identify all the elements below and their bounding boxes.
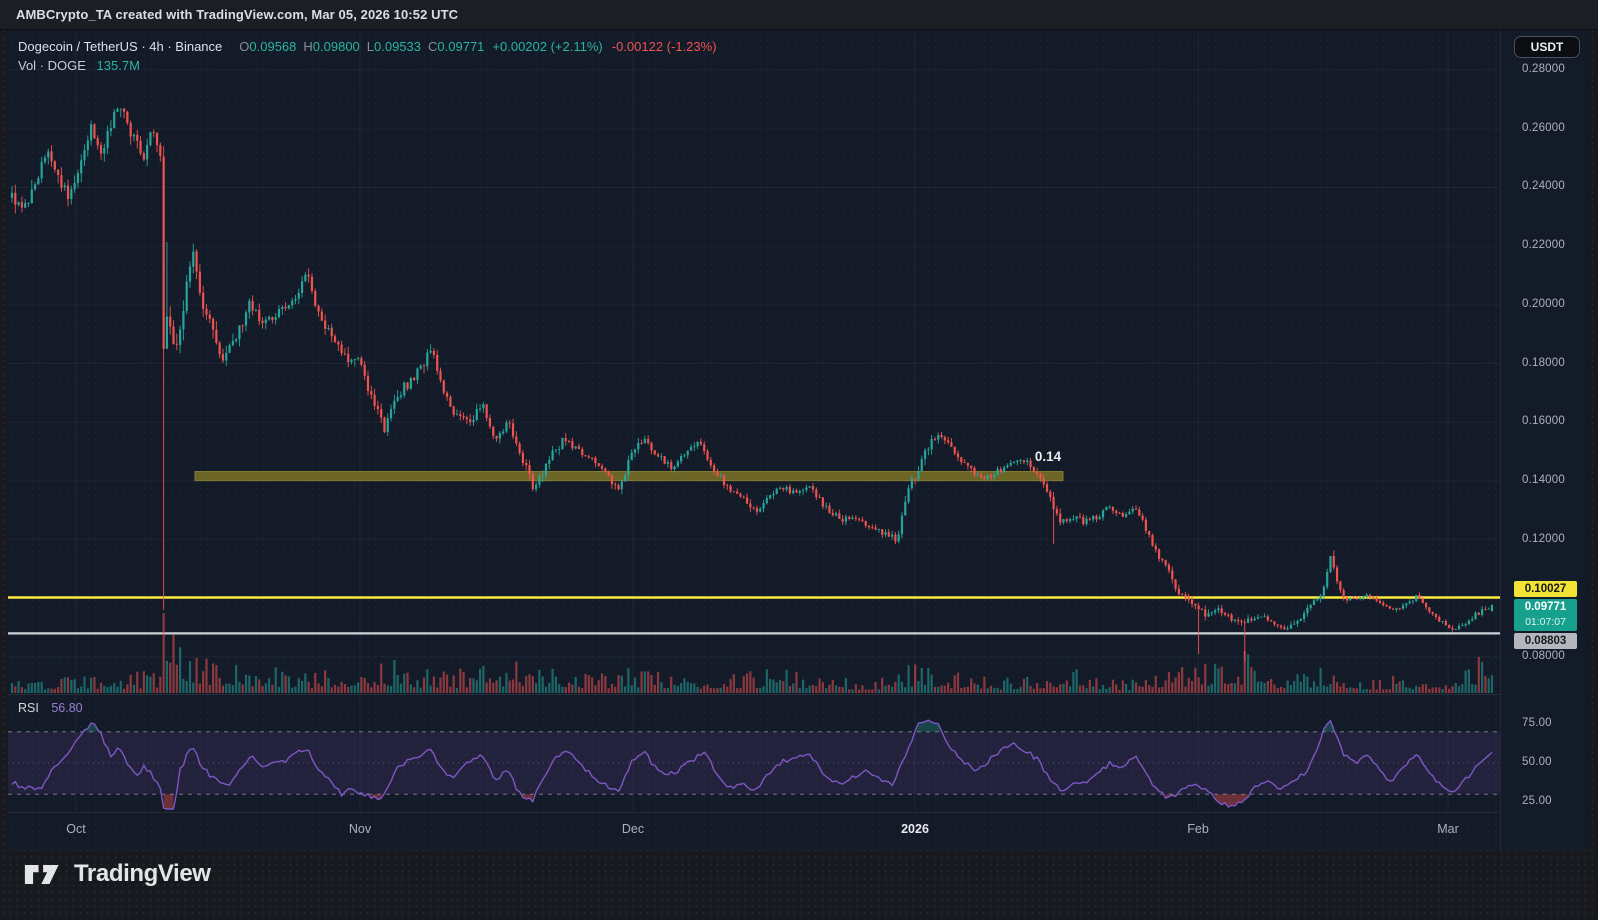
- ohlc-letter: H: [303, 39, 313, 54]
- chart-canvas[interactable]: 0.14: [8, 30, 1500, 850]
- price-tick-label: 0.22000: [1522, 239, 1565, 251]
- tradingview-logo-text: TradingView: [74, 860, 211, 887]
- chart-panel: 0.14 Dogecoin / TetherUS · 4h · Binance O…: [8, 30, 1587, 851]
- time-label-Feb: Feb: [1187, 822, 1209, 836]
- time-label-Nov: Nov: [348, 822, 372, 836]
- price-axis[interactable]: USDT 0.10027 0.09771 01:07:07 0.08803 0.…: [1500, 30, 1587, 850]
- price-tick-label: 0.14000: [1522, 474, 1565, 486]
- symbol-title[interactable]: Dogecoin / TetherUS · 4h · Binance: [18, 39, 223, 54]
- rsi-tick-label: 50.00: [1522, 756, 1552, 768]
- bar-countdown: 01:07:07: [1525, 616, 1566, 628]
- resistance-price-tag: 0.10027: [1514, 581, 1577, 597]
- tradingview-logo-icon: [24, 864, 59, 884]
- price-tick-label: 0.12000: [1522, 533, 1565, 545]
- price-tick-label: 0.16000: [1522, 415, 1565, 427]
- volume-legend[interactable]: Vol · DOGE 135.7M: [18, 56, 140, 75]
- time-label-2026: 2026: [901, 822, 929, 836]
- rsi-line[interactable]: [11, 719, 1493, 810]
- volume-value: 135.7M: [96, 58, 140, 73]
- price-tick-label: 0.26000: [1522, 122, 1565, 134]
- ohlc-letter: C: [428, 39, 438, 54]
- rsi-label: RSI: [18, 701, 39, 715]
- price-tick-label: 0.28000: [1522, 63, 1565, 75]
- volume-label: Vol · DOGE: [18, 58, 86, 73]
- time-label-Mar: Mar: [1437, 822, 1459, 836]
- rsi-band: [8, 731, 1500, 795]
- price-tick-label: 0.20000: [1522, 298, 1565, 310]
- support-price-tag: 0.08803: [1514, 633, 1577, 649]
- day-change: -0.00122 (-1.23%): [611, 39, 717, 54]
- bar-change: +0.00202 (+2.11%): [492, 39, 603, 54]
- candles: [10, 107, 1494, 662]
- rsi-tick-label: 25.00: [1522, 795, 1552, 807]
- rsi-tick-label: 75.00: [1522, 717, 1552, 729]
- price-tick-label: 0.24000: [1522, 180, 1565, 192]
- ohlc-value: 0.09800: [312, 39, 360, 54]
- gridlines: [8, 30, 1500, 811]
- current-price-tag: 0.09771 01:07:07: [1514, 599, 1577, 631]
- rsi-legend[interactable]: RSI 56.80: [18, 701, 83, 715]
- time-label-Dec: Dec: [621, 822, 645, 836]
- tradingview-logo[interactable]: TradingView: [24, 854, 211, 894]
- time-axis[interactable]: Oct Nov Dec 2026 Feb Mar: [8, 812, 1500, 851]
- zone-price-label: 0.14: [1035, 449, 1062, 464]
- volume-bars: [10, 613, 1494, 693]
- price-tick-label: 0.08000: [1522, 650, 1565, 662]
- attribution-bar: AMBCrypto_TA created with TradingView.co…: [0, 0, 1598, 30]
- rsi-value: 56.80: [51, 701, 83, 715]
- ohlc-letter: O: [239, 39, 250, 54]
- ohlc-value: 0.09771: [437, 39, 485, 54]
- current-price-value: 0.09771: [1524, 601, 1567, 613]
- attribution-text: AMBCrypto_TA created with TradingView.co…: [16, 7, 459, 22]
- ohlc-values: O0.09568 H0.09800 L0.09533 C0.09771: [232, 39, 484, 54]
- currency-toggle-button[interactable]: USDT: [1514, 36, 1580, 58]
- price-tick-label: 0.18000: [1522, 357, 1565, 369]
- ohlc-letter: L: [366, 39, 375, 54]
- time-label-Oct: Oct: [66, 822, 86, 836]
- symbol-legend[interactable]: Dogecoin / TetherUS · 4h · Binance O0.095…: [18, 37, 717, 56]
- ohlc-value: 0.09568: [249, 39, 297, 54]
- ohlc-value: 0.09533: [374, 39, 422, 54]
